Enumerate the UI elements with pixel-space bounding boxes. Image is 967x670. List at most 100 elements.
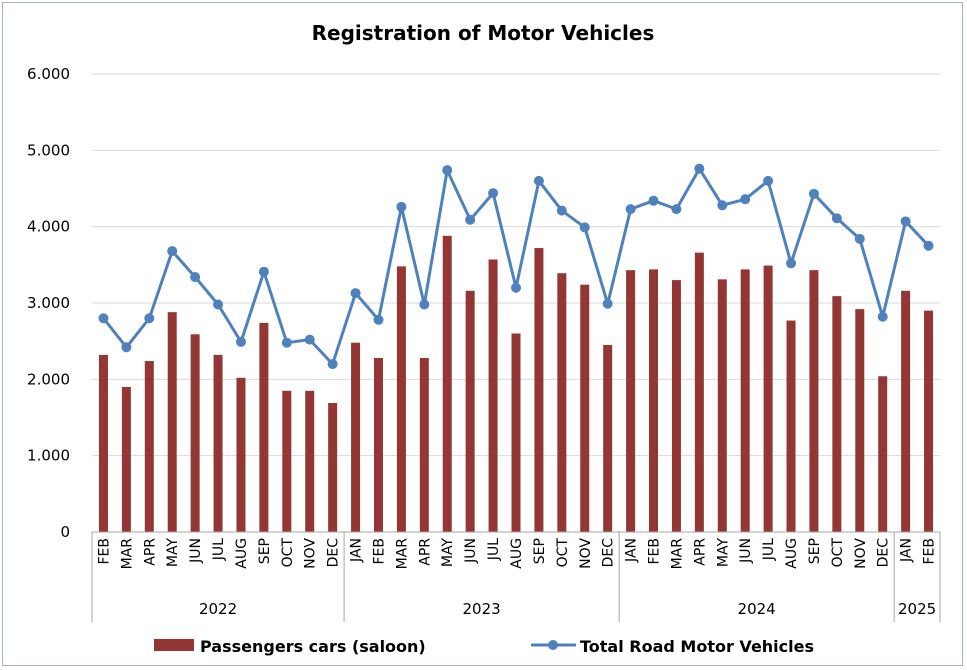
- chart-title: Registration of Motor Vehicles: [312, 21, 655, 45]
- bar: [259, 322, 269, 532]
- year-group-label: 2025: [898, 600, 936, 618]
- line-point: [556, 205, 567, 216]
- line-point: [625, 204, 636, 215]
- line-point: [511, 282, 521, 293]
- x-tick-label: NOV: [303, 538, 319, 569]
- x-tick-label: JUN: [738, 538, 754, 564]
- legend-label-passengers-cars: Passengers cars (saloon): [200, 637, 426, 656]
- bar: [671, 280, 681, 532]
- bar: [121, 386, 131, 532]
- line-point: [602, 298, 613, 309]
- line-point: [167, 246, 178, 257]
- line-point: [808, 188, 819, 199]
- line-point: [98, 313, 109, 324]
- line-series-total-vehicles: [98, 163, 934, 370]
- bar: [442, 235, 452, 532]
- bar: [465, 290, 475, 532]
- bar: [511, 333, 521, 532]
- y-tick-label: 3.000: [27, 294, 70, 312]
- line-point: [786, 258, 797, 269]
- bar: [580, 284, 590, 532]
- y-tick-label: 6.000: [27, 65, 70, 83]
- legend-swatch-marker-total: [548, 640, 558, 650]
- line-point: [258, 266, 269, 277]
- x-tick-label: DEC: [601, 538, 617, 568]
- x-tick-label: APR: [142, 538, 158, 566]
- y-tick-label: 4.000: [27, 218, 70, 236]
- x-tick-label: SEP: [532, 538, 548, 564]
- bar: [328, 402, 338, 532]
- line-point: [350, 288, 361, 299]
- line-point: [900, 216, 911, 227]
- bar: [786, 320, 796, 532]
- bar: [740, 269, 750, 532]
- line-point: [213, 299, 224, 310]
- x-tick-label: NOV: [853, 538, 869, 569]
- x-tick-label: SEP: [257, 538, 273, 564]
- year-group-label: 2022: [199, 600, 237, 618]
- bar: [373, 357, 383, 532]
- x-tick-label: MAR: [119, 538, 135, 570]
- line-point: [579, 222, 590, 233]
- year-group-label: 2023: [463, 600, 501, 618]
- bar: [305, 390, 315, 532]
- bar: [534, 248, 544, 533]
- line-point: [877, 311, 888, 322]
- line-point: [648, 195, 659, 206]
- line-point: [763, 175, 774, 186]
- bar: [144, 361, 154, 532]
- bar: [924, 310, 934, 532]
- y-tick-label: 2.000: [27, 370, 70, 388]
- line-point: [854, 233, 865, 244]
- bar: [213, 354, 223, 532]
- year-group-label: 2024: [738, 600, 776, 618]
- line-point: [327, 359, 338, 370]
- line-point: [465, 214, 476, 225]
- bar: [649, 269, 659, 532]
- x-tick-label: JAN: [624, 538, 640, 563]
- bar: [190, 334, 200, 532]
- x-tick-label: OCT: [280, 538, 296, 568]
- bar: [282, 390, 292, 532]
- x-tick-label: DEC: [326, 538, 342, 568]
- y-axis-ticks: 0 1.000 2.000 3.000 4.000 5.000 6.000: [27, 65, 70, 541]
- bar: [809, 270, 819, 532]
- bar: [488, 259, 498, 532]
- x-tick-label: FEB: [371, 538, 387, 565]
- bar: [98, 354, 108, 532]
- x-tick-label: AUG: [234, 538, 250, 569]
- x-tick-label: APR: [692, 538, 708, 566]
- x-tick-label: JUL: [211, 538, 227, 561]
- line-point: [923, 240, 934, 251]
- legend-swatch-passengers-cars: [154, 639, 194, 651]
- line-point: [121, 342, 132, 353]
- line-point: [281, 337, 292, 348]
- x-tick-label: FEB: [647, 538, 663, 565]
- x-tick-label: AUG: [784, 538, 800, 569]
- line-point: [235, 336, 246, 347]
- x-tick-label: MAY: [165, 538, 181, 568]
- y-tick-label: 0: [60, 523, 70, 541]
- bar: [717, 279, 727, 532]
- bar-series-passengers-cars: [98, 235, 934, 533]
- line-point: [831, 213, 842, 224]
- x-tick-label: JUN: [463, 538, 479, 564]
- bar: [901, 290, 911, 532]
- bar: [855, 309, 865, 532]
- legend-label-total-vehicles: Total Road Motor Vehicles: [580, 637, 814, 656]
- bar: [832, 296, 842, 532]
- bar: [396, 266, 406, 532]
- line-point: [717, 200, 728, 211]
- bar: [167, 312, 177, 532]
- bar: [557, 273, 567, 532]
- bar: [603, 344, 613, 532]
- x-tick-label: JUL: [486, 538, 502, 561]
- line-point: [442, 165, 453, 176]
- x-tick-label: OCT: [555, 538, 571, 568]
- line-point: [488, 188, 499, 199]
- line-point: [671, 204, 682, 215]
- line-point: [419, 299, 430, 310]
- legend: Passengers cars (saloon) Total Road Moto…: [154, 637, 814, 656]
- line-point: [190, 272, 201, 283]
